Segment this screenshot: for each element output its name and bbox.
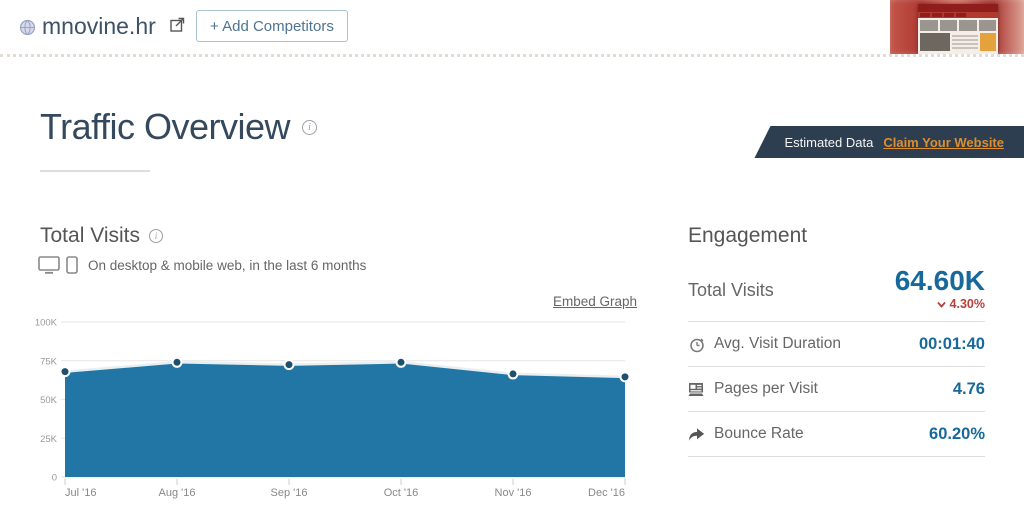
metric-label: Avg. Visit Duration (714, 335, 841, 352)
total-visits-subtitle: On desktop & mobile web, in the last 6 m… (88, 257, 367, 273)
embed-graph-link[interactable]: Embed Graph (553, 294, 638, 309)
site-preview-thumbnail[interactable] (890, 0, 1024, 54)
metric-label: Total Visits (688, 280, 774, 300)
svg-text:Jul '16: Jul '16 (65, 487, 96, 499)
estimated-data-label: Estimated Data (784, 134, 874, 150)
info-icon[interactable]: i (302, 119, 318, 135)
top-header-bar: mnovine.hr + Add Competitors (0, 0, 1024, 57)
svg-text:75K: 75K (40, 356, 58, 367)
svg-text:50K: 50K (40, 395, 58, 406)
pages-icon (688, 382, 706, 397)
svg-text:Nov '16: Nov '16 (495, 487, 532, 499)
mobile-icon (66, 256, 78, 274)
stopwatch-icon (688, 336, 706, 353)
svg-text:Oct '16: Oct '16 (384, 487, 419, 499)
claim-your-website-link[interactable]: Claim Your Website (883, 134, 1004, 150)
metric-value: 00:01:40 (918, 334, 985, 353)
svg-text:Dec '16: Dec '16 (588, 487, 625, 499)
svg-text:100K: 100K (35, 318, 58, 329)
svg-text:25K: 25K (40, 434, 58, 445)
svg-text:Sep '16: Sep '16 (271, 487, 308, 499)
add-competitors-button[interactable]: + Add Competitors (196, 10, 348, 42)
total-visits-chart[interactable]: 0 25K 50K 75K 100K Jul '16 Aug '16 Sep '16 Oct '… (35, 315, 640, 515)
globe-icon (19, 19, 36, 36)
title-underline (40, 170, 150, 172)
metric-label: Bounce Rate (714, 425, 804, 442)
engagement-row-avg-visit-duration: Avg. Visit Duration 00:01:40 (688, 322, 985, 367)
engagement-title: Engagement (688, 224, 808, 247)
total-visits-section-title: Total Visits (40, 224, 140, 247)
thumbnail-site-mockup (918, 4, 998, 54)
metric-value: 4.76 (952, 379, 985, 398)
svg-text:Aug '16: Aug '16 (159, 487, 196, 499)
change-value: 4.30% (949, 297, 985, 311)
metric-value: 60.20% (929, 424, 985, 443)
bounce-arrow-icon (688, 427, 706, 442)
chevron-down-icon (936, 301, 946, 308)
external-link-icon[interactable] (170, 17, 185, 32)
svg-text:0: 0 (52, 473, 57, 484)
engagement-panel: Engagement Total Visits 64.60K 4.30% (688, 224, 985, 457)
info-icon[interactable]: i (149, 229, 163, 243)
engagement-row-bounce-rate: Bounce Rate 60.20% (688, 412, 985, 457)
estimated-data-banner: Estimated Data Claim Your Website (754, 126, 1024, 158)
page-title: Traffic Overview (40, 106, 291, 147)
engagement-row-total-visits: Total Visits 64.60K 4.30% (688, 266, 985, 322)
site-name: mnovine.hr (42, 13, 156, 39)
desktop-icon (38, 256, 60, 274)
engagement-row-pages-per-visit: Pages per Visit 4.76 (688, 367, 985, 412)
change-badge: 4.30% (895, 297, 985, 311)
metric-value: 64.60K (894, 265, 985, 296)
metric-label: Pages per Visit (714, 380, 818, 397)
